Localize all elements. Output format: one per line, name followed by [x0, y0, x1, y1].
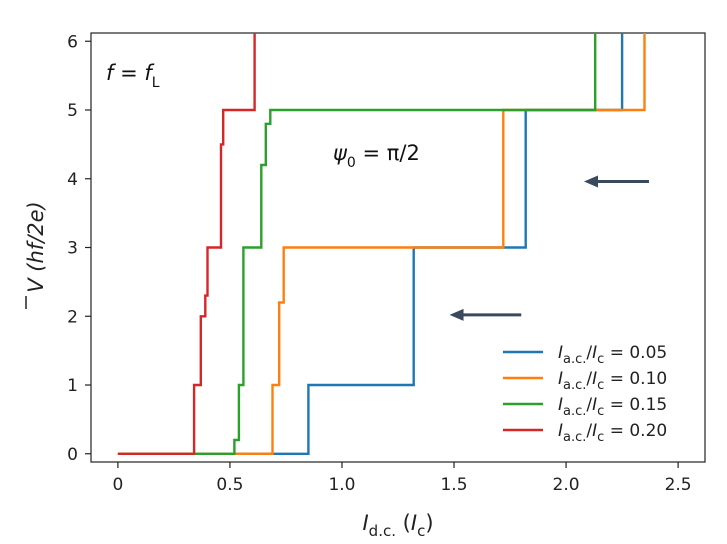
- y-tick-label: 6: [67, 32, 78, 52]
- legend-label: Ia.c./Ic = 0.10: [558, 369, 667, 393]
- x-axis-label: Id.c. (Ic): [362, 511, 433, 540]
- series-line-4: [117, 33, 256, 455]
- direction-arrow-2: [449, 308, 522, 321]
- y-tick-label: 2: [67, 307, 78, 327]
- y-tick-label: 0: [67, 445, 78, 465]
- x-tick-label: 1.0: [328, 475, 355, 495]
- x-tick-label: 0: [112, 475, 123, 495]
- y-tick-label: 3: [67, 239, 78, 259]
- x-tick-label: 2.5: [665, 475, 692, 495]
- legend-label: Ia.c./Ic = 0.20: [558, 421, 667, 445]
- x-tick-label: 2.0: [553, 475, 580, 495]
- y-tick-label: 5: [67, 101, 78, 121]
- arrows-layer: [449, 175, 649, 321]
- direction-arrow-1: [583, 175, 649, 188]
- legend-label: Ia.c./Ic = 0.15: [558, 395, 667, 419]
- y-tick-label: 4: [67, 170, 78, 190]
- series-line-3: [117, 33, 597, 455]
- phase-annotation: ψ0 = π/2: [333, 141, 420, 171]
- legend-label: Ia.c./Ic = 0.05: [558, 343, 667, 367]
- svg-text:V (hf/2e): V (hf/2e): [24, 201, 48, 293]
- y-axis-ticks: 0 1 2 3 4 5 6: [67, 32, 91, 465]
- y-axis-label: V (hf/2e): [24, 201, 48, 309]
- x-tick-label: 1.5: [440, 475, 467, 495]
- frequency-annotation: f = fL: [106, 61, 160, 91]
- x-axis-ticks: 0 0.5 1.0 1.5 2.0 2.5: [112, 462, 692, 495]
- x-tick-label: 0.5: [216, 475, 243, 495]
- series-layer: [117, 33, 646, 455]
- y-tick-label: 1: [67, 376, 78, 396]
